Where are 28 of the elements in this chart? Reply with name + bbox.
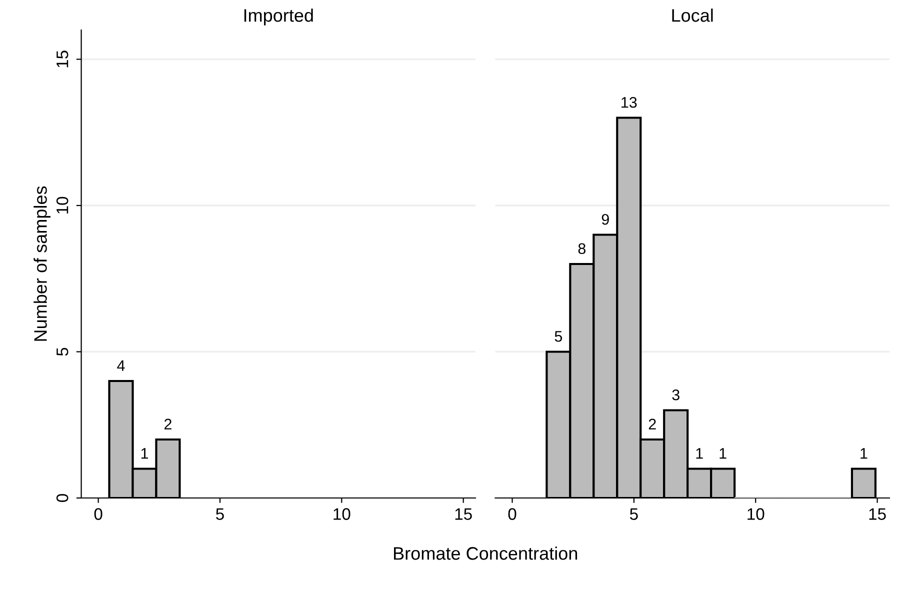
- y-tick-label: 0: [56, 494, 68, 502]
- x-tick-label: 10: [334, 508, 350, 520]
- x-tick-label: 10: [748, 508, 764, 520]
- y-tick-label: 5: [56, 348, 68, 356]
- data-label: 4: [117, 360, 125, 371]
- x-tick-label: 15: [455, 508, 472, 520]
- y-tick-label: 10: [56, 196, 68, 214]
- x-tick-label: 5: [630, 508, 638, 520]
- x-tick-label: 0: [508, 508, 516, 520]
- x-tick-label: 0: [94, 508, 102, 520]
- chart-title: Imported: [244, 8, 313, 26]
- y-axis-title: Number of samples: [34, 186, 50, 341]
- x-tick-label: 15: [869, 508, 886, 520]
- data-label: 3: [672, 389, 680, 400]
- x-tick-label: 5: [216, 508, 224, 520]
- data-label: 1: [860, 448, 868, 459]
- data-label: 8: [578, 243, 586, 254]
- data-label: 1: [696, 448, 703, 459]
- data-label: 1: [141, 448, 148, 459]
- chart-title: Local: [672, 8, 713, 22]
- data-label: 5: [554, 331, 562, 342]
- data-label: 2: [648, 418, 656, 430]
- x-axis-title: Bromate Concentration: [394, 546, 578, 560]
- y-tick-label: 15: [56, 50, 68, 68]
- data-label: 13: [622, 96, 637, 108]
- data-label: 1: [720, 448, 726, 459]
- data-label: 9: [602, 214, 609, 225]
- data-label: 2: [164, 418, 172, 430]
